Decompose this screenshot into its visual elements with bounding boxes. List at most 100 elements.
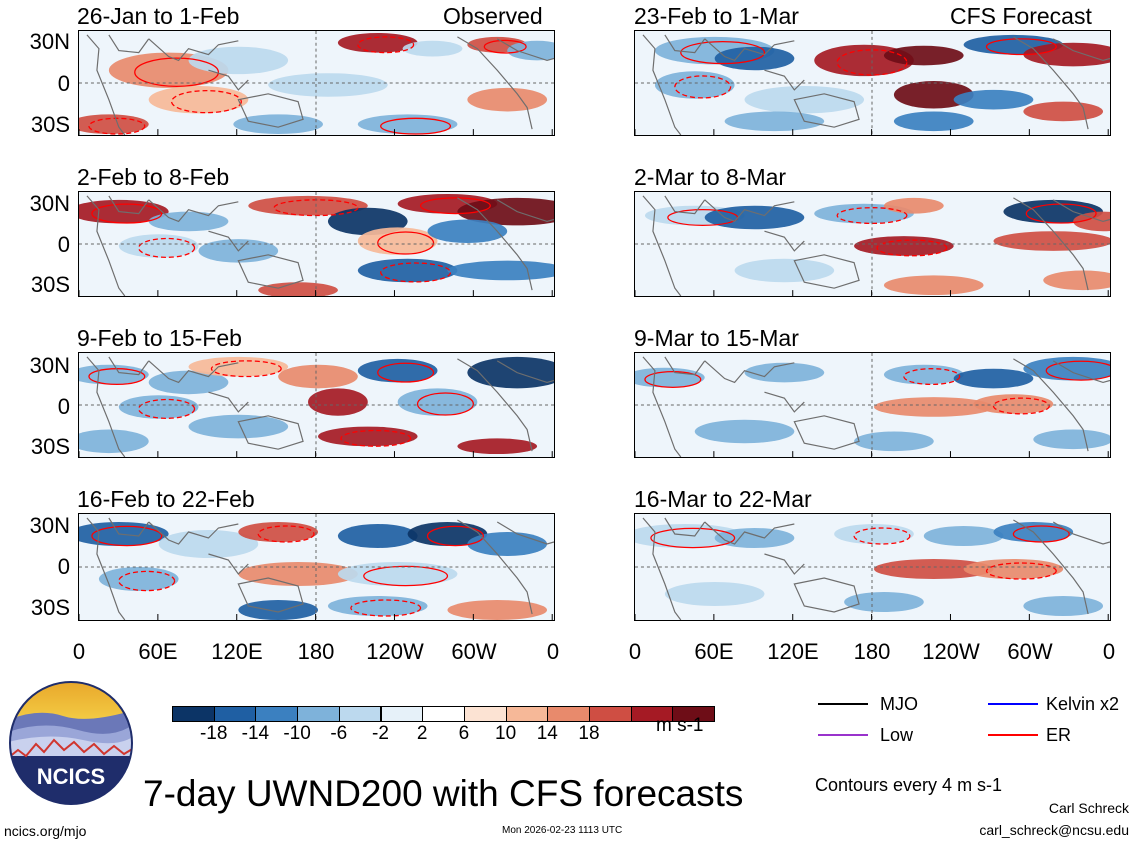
anomaly-region xyxy=(654,71,735,99)
colorbar-tick-label: 18 xyxy=(578,723,600,744)
lat-label: 30N xyxy=(29,29,70,54)
colorbar-swatch xyxy=(172,706,215,722)
coastline xyxy=(86,195,126,296)
anomaly-region xyxy=(337,562,458,586)
lat-label: 0 xyxy=(57,394,70,419)
er-contour xyxy=(419,197,491,215)
er-contour xyxy=(985,562,1057,580)
anomaly-region xyxy=(357,227,438,255)
url-link[interactable]: ncics.org/mjo xyxy=(4,823,87,839)
coastline xyxy=(793,93,860,128)
panel-title-left: 9-Feb to 15-Feb xyxy=(77,325,242,351)
anomaly-region xyxy=(694,419,795,444)
anomaly-region xyxy=(893,111,974,132)
coastline xyxy=(664,356,706,376)
coastline xyxy=(793,577,860,613)
er-contour xyxy=(876,239,948,257)
anomaly-region xyxy=(1073,211,1110,232)
colorbar-tick-label: -10 xyxy=(283,723,311,744)
legend-swatch-kelvin xyxy=(988,703,1038,705)
lon-label: 120E xyxy=(211,639,263,664)
lon-label: 0 xyxy=(1102,639,1116,664)
er-contour xyxy=(1045,360,1110,381)
anomaly-region xyxy=(724,111,825,132)
er-contour xyxy=(483,39,527,54)
colorbar-tick-label: -6 xyxy=(330,723,348,744)
legend-label-kelvin: Kelvin x2 xyxy=(1046,694,1120,714)
lon-label: 120E xyxy=(767,639,819,664)
anomaly-region xyxy=(238,600,318,620)
map-panel-forecast-2 xyxy=(634,191,1111,297)
coastline xyxy=(208,553,249,575)
anomaly-region xyxy=(1023,101,1104,122)
legend-swatch-mjo xyxy=(818,703,868,705)
coastline xyxy=(793,254,860,289)
er-contour xyxy=(680,40,766,65)
map-panel-forecast-1 xyxy=(634,30,1111,136)
coastline xyxy=(704,38,795,62)
anomaly-region xyxy=(734,258,835,283)
anomaly-region xyxy=(268,73,388,97)
coastline xyxy=(148,360,239,384)
coastline xyxy=(764,69,805,91)
coastline xyxy=(1013,36,1089,130)
anomaly-region xyxy=(278,364,358,389)
anomaly-region xyxy=(188,46,289,75)
lon-label: 120W xyxy=(366,639,424,664)
coastline xyxy=(496,38,554,62)
panel-title-left: 26-Jan to 1-Feb xyxy=(77,3,240,29)
coastline xyxy=(764,391,805,413)
er-contour xyxy=(644,371,702,388)
anomaly-region xyxy=(883,275,984,296)
er-contour xyxy=(674,75,732,99)
coastline xyxy=(496,360,554,384)
panel-title-left: 16-Feb to 22-Feb xyxy=(77,486,255,512)
lon-label: 0 xyxy=(628,639,642,664)
lat-label: 30S xyxy=(30,595,70,620)
anomaly-region xyxy=(1023,42,1110,67)
anomaly-region xyxy=(467,87,548,112)
coastline xyxy=(457,197,533,291)
coastline xyxy=(237,577,304,613)
coastline xyxy=(1013,519,1089,615)
anomaly-region xyxy=(507,40,554,61)
lon-label: 60W xyxy=(1007,639,1053,664)
lat-label: 30N xyxy=(29,353,70,378)
coastline xyxy=(108,356,150,376)
coastline xyxy=(237,415,304,450)
er-contour xyxy=(257,525,315,543)
panel-title-right: Observed xyxy=(443,3,543,29)
coastline xyxy=(457,519,533,615)
anomaly-region xyxy=(993,231,1110,251)
anomaly-region xyxy=(744,85,865,114)
ncics-logo: NCICS xyxy=(8,680,134,806)
anomaly-region xyxy=(873,397,994,417)
er-contour xyxy=(363,565,449,587)
anomaly-region xyxy=(308,388,368,416)
anomaly-region xyxy=(834,524,914,544)
coastline xyxy=(642,34,682,135)
er-contour xyxy=(836,207,908,225)
coastline xyxy=(764,553,805,575)
lat-label: 30N xyxy=(29,513,70,538)
colorbar-tick-label: -14 xyxy=(241,723,270,744)
anomaly-region xyxy=(407,522,488,546)
anomaly-region xyxy=(953,368,1034,389)
anomaly-region xyxy=(337,32,418,53)
coastline xyxy=(642,517,682,620)
panel-title-right: CFS Forecast xyxy=(950,3,1092,29)
legend-label-mjo: MJO xyxy=(880,694,918,714)
coastline xyxy=(148,521,239,545)
colorbar-swatch xyxy=(547,706,590,722)
colorbar-tick-label: 14 xyxy=(536,723,558,744)
anomaly-region xyxy=(467,356,554,389)
map-panel-observed-2 xyxy=(78,191,555,297)
lat-label: 0 xyxy=(57,232,70,257)
er-contour xyxy=(836,49,908,76)
colorbar-swatch xyxy=(255,706,299,722)
anomaly-region xyxy=(258,282,338,296)
coastline xyxy=(208,391,249,413)
map-panel-observed-3 xyxy=(78,352,555,458)
anomaly-region xyxy=(148,85,249,114)
email[interactable]: carl_schreck@ncsu.edu xyxy=(979,822,1129,838)
